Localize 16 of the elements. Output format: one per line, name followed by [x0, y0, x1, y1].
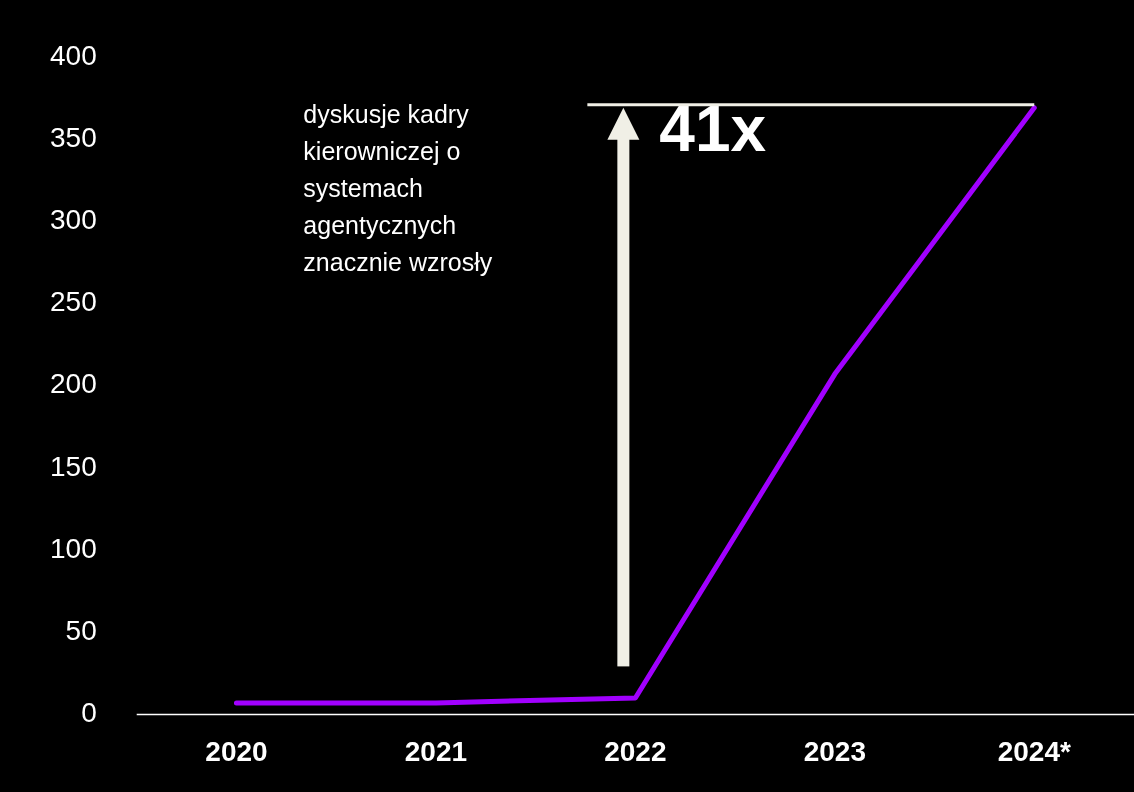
- x-tick-label: 2022: [604, 735, 667, 767]
- y-tick-label: 250: [50, 286, 97, 318]
- y-tick-label: 50: [65, 614, 97, 646]
- y-tick-label: 400: [50, 39, 97, 71]
- y-tick-label: 350: [50, 121, 97, 153]
- x-tick-label: 2021: [404, 735, 468, 767]
- x-tick-label: 2023: [803, 735, 866, 767]
- x-tick-label: 2024*: [997, 735, 1071, 767]
- y-tick-label: 200: [50, 368, 97, 400]
- y-tick-label: 0: [81, 697, 97, 729]
- x-tick-label: 2020: [205, 735, 268, 767]
- y-tick-label: 300: [50, 203, 97, 235]
- y-tick-label: 100: [50, 532, 97, 564]
- annotation: dyskusje kadry kierowniczej o systemach agentycznych znacznie wzrosły: [303, 99, 494, 278]
- annotation: 41x: [659, 92, 767, 166]
- y-tick-label: 150: [50, 450, 97, 482]
